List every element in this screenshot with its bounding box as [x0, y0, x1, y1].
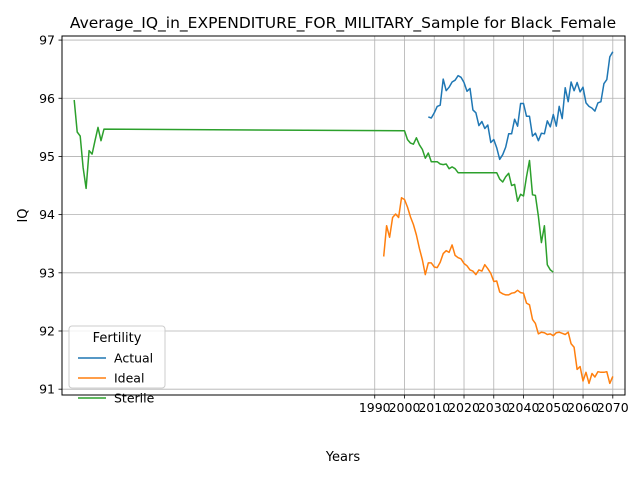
legend-label-actual: Actual [114, 351, 153, 366]
series-line-actual [428, 51, 614, 161]
x-tick-label: 2050 [537, 400, 569, 415]
y-tick-label: 94 [39, 207, 55, 222]
plot-area-frame [61, 35, 626, 396]
y-tick-label: 96 [39, 91, 55, 106]
y-axis-label: IQ [16, 208, 31, 222]
x-tick-label: 2060 [567, 400, 599, 415]
legend-box [68, 325, 166, 389]
x-axis-label: Years [325, 450, 361, 465]
legend-title: Fertility [93, 331, 142, 346]
y-tick-label: 97 [39, 33, 55, 48]
legend-label-sterile: Sterile [114, 391, 155, 406]
series-line-ideal [382, 197, 614, 385]
y-tick-label: 91 [39, 382, 55, 397]
y-tick-label: 92 [39, 323, 55, 338]
x-tick-label: 2040 [508, 400, 540, 415]
chart-title: Average_IQ_in_EXPENDITURE_FOR_MILITARY_S… [70, 14, 616, 33]
legend: Fertility Actual Ideal Sterile [68, 325, 166, 406]
x-tick-label: 2010 [418, 400, 450, 415]
series-layer [73, 51, 614, 385]
x-tick-label: 2000 [389, 400, 421, 415]
legend-label-ideal: Ideal [114, 371, 144, 386]
x-tick-label: 2070 [597, 400, 629, 415]
x-tick-label: 2030 [478, 400, 510, 415]
y-tick-label: 95 [39, 149, 55, 164]
x-tick-label: 1990 [359, 400, 391, 415]
series-line-sterile [73, 99, 554, 273]
y-tick-label: 93 [39, 265, 55, 280]
grid [62, 36, 625, 395]
x-tick-label: 2020 [448, 400, 480, 415]
